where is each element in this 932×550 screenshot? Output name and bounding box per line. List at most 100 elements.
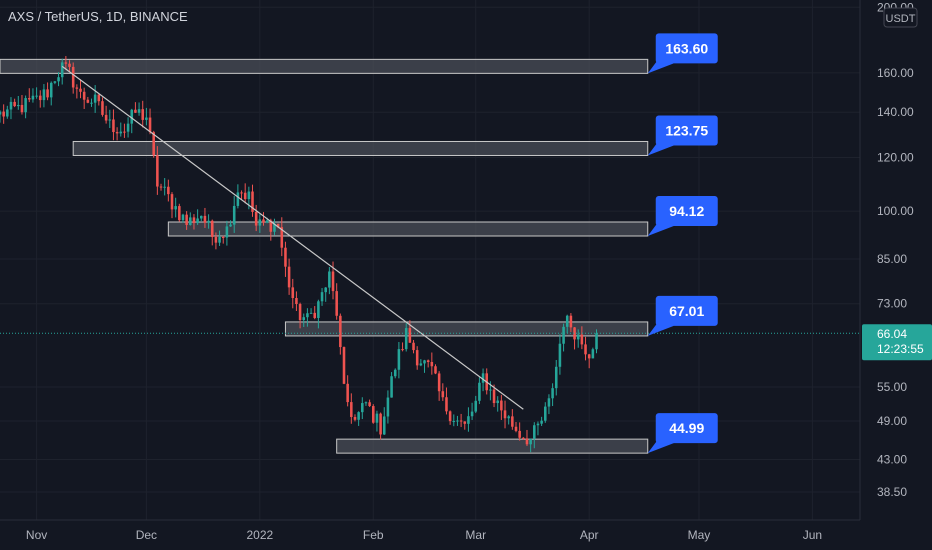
zone-box[interactable] [0,58,649,74]
candle [386,390,390,424]
candle [415,346,419,370]
price-callout[interactable]: 67.01 [647,295,718,336]
candle [101,97,104,117]
candle [115,127,119,141]
price-callout[interactable]: 123.75 [647,115,718,156]
candle [123,123,126,138]
candle [514,421,518,433]
time-tick-label: Apr [580,528,599,542]
price-callouts[interactable]: 163.60 123.75 94.12 67.01 44.99 [647,33,718,454]
candle [364,401,368,406]
time-axis[interactable]: Nov Dec 2022 Feb Mar Apr May Jun [0,519,932,550]
price-tick-label: 100.00 [877,204,914,218]
candle [576,329,580,348]
candle [441,383,445,401]
price-callout[interactable]: 44.99 [647,413,718,454]
last-price-label: 66.04 [877,327,907,341]
candle [324,287,327,302]
candle [558,334,562,375]
grid [0,0,860,520]
time-tick-label: Mar [465,528,486,542]
candle [540,416,543,426]
candle [393,368,397,379]
candle [148,108,152,135]
candle [317,299,320,329]
support-resistance-zones[interactable] [0,58,649,454]
candle [522,437,525,440]
candle [573,327,576,350]
candle [339,313,342,355]
candle [591,347,595,359]
price-tick-label: 120.00 [877,151,914,165]
candle [9,97,13,120]
candle [346,375,349,407]
candles [0,56,598,453]
candle [309,308,313,314]
candle [328,266,331,295]
candle [287,258,291,295]
candle [68,60,71,72]
price-tick-label: 43.00 [877,452,907,466]
candle [130,108,134,134]
candle [119,122,123,137]
candle [357,411,360,426]
candle [79,79,82,99]
zone-box[interactable] [72,140,649,156]
candle [31,88,35,103]
candle [313,306,317,320]
price-axis[interactable]: 200.00160.00140.00120.00100.0085.0073.00… [859,0,932,550]
candle [361,397,364,420]
candle [445,387,448,415]
candle [496,396,499,412]
candle [27,88,31,103]
candle [229,220,232,227]
candle [335,283,338,320]
candle [375,410,379,432]
candle [203,207,207,228]
candle [478,377,481,405]
candle [470,402,474,420]
countdown-label: 12:23:55 [877,342,924,356]
candle [60,58,64,85]
price-callout[interactable]: 163.60 [647,33,718,74]
candle [269,218,273,241]
candle [543,402,547,423]
candle [434,364,437,375]
currency-button[interactable]: USDT [883,7,918,28]
trendline[interactable] [61,65,524,410]
candle [64,56,68,70]
candle [262,212,265,226]
price-tick-label: 160.00 [877,66,914,80]
callout-label: 163.60 [665,40,708,56]
candle [565,314,569,334]
price-tick-label: 55.00 [877,380,907,394]
candle [371,404,375,424]
candle [0,110,2,123]
time-tick-label: 2022 [246,528,273,542]
candle [112,109,115,141]
candle [503,400,507,429]
candle [145,107,148,126]
candle [280,217,284,257]
candle [221,235,225,244]
price-callout[interactable]: 94.12 [647,195,718,236]
candle [156,146,159,195]
candle [382,407,386,436]
candle [232,195,236,233]
candle [584,336,587,361]
candle [492,384,496,408]
zone-box[interactable] [336,438,649,454]
zone-box[interactable] [284,321,649,337]
time-tick-label: Jun [803,528,822,542]
time-tick-label: Nov [26,528,47,542]
zone-box[interactable] [167,221,649,237]
candle [185,211,188,230]
candle [401,342,404,352]
candle [86,96,90,104]
candle [218,230,221,246]
callout-label: 44.99 [669,420,704,436]
candle [207,214,210,229]
time-tick-label: Dec [136,528,157,542]
candle [108,109,112,129]
